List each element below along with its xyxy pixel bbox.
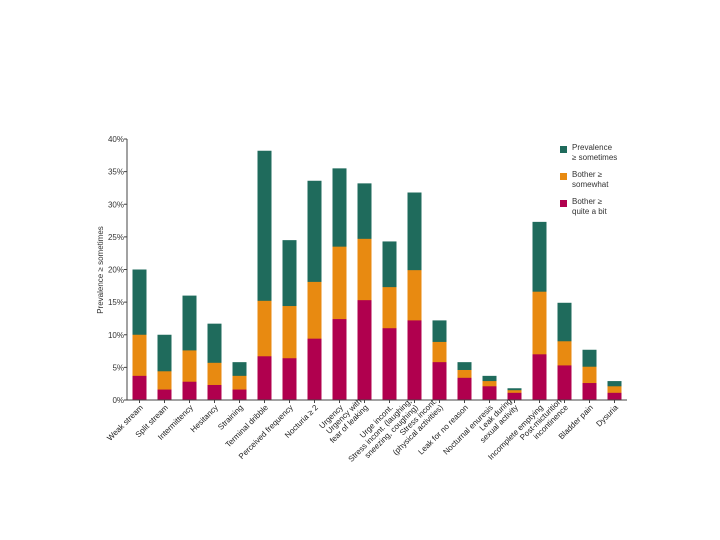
bar-bother-quite-a-bit [482,386,497,400]
bar-bother-quite-a-bit [307,338,322,400]
x-tick-label: Hesitancy [189,403,220,434]
bar-bother-quite-a-bit [382,328,397,400]
y-tick-label: 5% [112,363,124,372]
x-tick-label: Dysuria [594,403,620,429]
bar-bother-quite-a-bit [557,365,572,400]
bar-bother-quite-a-bit [432,362,447,400]
bar-bother-quite-a-bit [132,375,147,400]
y-tick-label: 15% [108,298,124,307]
legend-label-line: Prevalence [572,143,613,152]
bars-layer [132,150,622,400]
bar-bother-quite-a-bit [607,392,622,400]
legend-label: Bother ≥ somewhat [572,170,609,189]
y-tick-label: 10% [108,331,124,340]
bar-bother-quite-a-bit [407,320,422,400]
legend-label: Prevalence ≥ sometimes [572,143,617,162]
bar-bother-quite-a-bit [582,383,597,400]
bar-bother-quite-a-bit [207,384,222,400]
legend-label-line: somewhat [572,180,609,189]
bar-bother-quite-a-bit [457,377,472,400]
legend-swatch [560,146,567,153]
legend-swatch [560,200,567,207]
x-tick-label-line: Hesitancy [189,403,220,434]
bar-bother-quite-a-bit [507,392,522,400]
bar-bother-quite-a-bit [532,354,547,400]
bar-bother-quite-a-bit [357,300,372,400]
legend-label-line: Bother ≥ [572,197,603,206]
y-tick-label: 35% [108,168,124,177]
bar-bother-quite-a-bit [157,389,172,400]
legend-swatch [560,173,567,180]
legend-label-line: ≥ sometimes [572,153,617,162]
y-tick-label: 30% [108,200,124,209]
y-axis-label: Prevalence ≥ sometimes [96,226,105,314]
legend-label: Bother ≥ quite a bit [572,197,607,216]
bar-bother-quite-a-bit [257,356,272,400]
y-tick-label: 40% [108,135,124,144]
legend-label-line: quite a bit [572,207,607,216]
bar-bother-quite-a-bit [232,389,247,400]
legend-label-line: Bother ≥ [572,170,603,179]
y-tick-label: 25% [108,233,124,242]
x-tick-label-line: Dysuria [594,403,620,429]
bar-bother-quite-a-bit [332,319,347,400]
bar-bother-quite-a-bit [182,381,197,400]
y-tick-label: 0% [112,396,124,405]
bar-bother-quite-a-bit [282,358,297,400]
y-tick-label: 20% [108,266,124,275]
